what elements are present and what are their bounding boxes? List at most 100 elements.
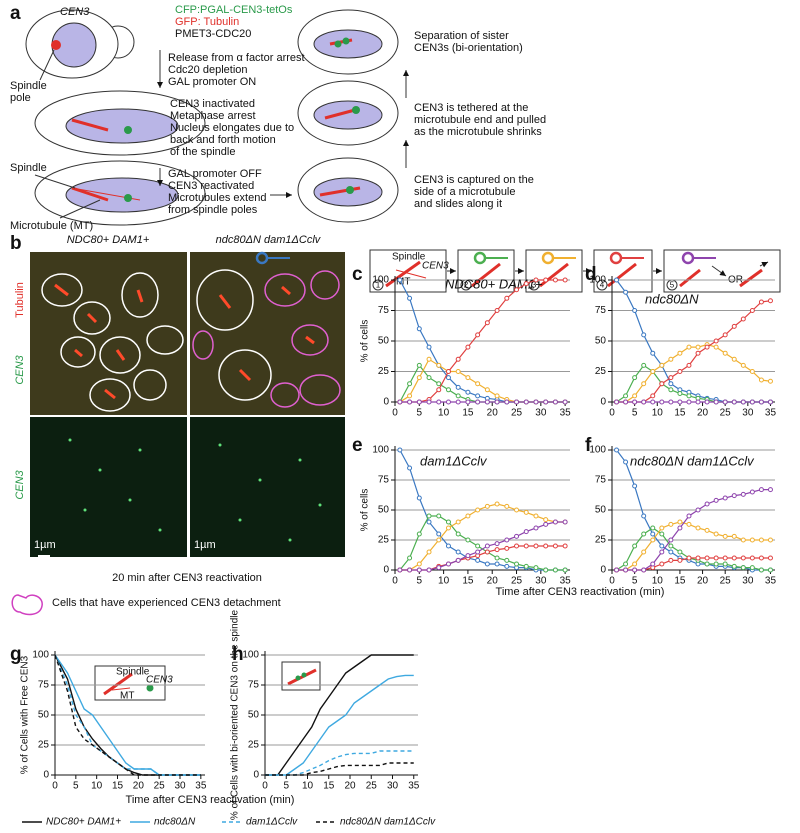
data-point <box>677 350 683 356</box>
data-point <box>722 555 728 561</box>
data-point <box>623 561 629 567</box>
legend-text: NDC80+ DAM1+ <box>46 817 121 828</box>
data-point <box>632 561 638 567</box>
y-tick-label: 100 <box>32 650 49 661</box>
label: GAL promoter ON <box>168 76 256 88</box>
x-tick-label: 35 <box>765 576 777 587</box>
data-point <box>426 399 432 405</box>
data-point <box>407 295 413 301</box>
data-point <box>650 537 656 543</box>
data-point <box>677 369 683 374</box>
label: PMET3-CDC20 <box>175 28 251 40</box>
data-point <box>426 344 432 350</box>
data-point <box>514 507 520 513</box>
data-point <box>740 362 746 368</box>
y-tick-label: 25 <box>378 366 390 377</box>
x-tick-label: 10 <box>652 576 664 587</box>
x-tick-label: 30 <box>535 408 547 419</box>
step-icons <box>369 249 781 293</box>
data-point <box>475 507 481 513</box>
data-point <box>623 459 629 465</box>
label: as the microtubule shrinks <box>414 126 542 138</box>
panel-letter: f <box>585 435 592 456</box>
data-point <box>632 543 638 549</box>
x-tick-label: 15 <box>462 576 474 587</box>
data-point <box>523 509 529 515</box>
chart-title: NDC80+ DAM1+ <box>445 276 543 291</box>
data-point <box>758 567 764 573</box>
data-point <box>686 399 692 405</box>
data-point <box>397 567 403 573</box>
data-point <box>641 362 647 368</box>
data-point <box>465 553 471 559</box>
label: Metaphase arrest <box>170 110 256 122</box>
data-point <box>504 503 510 509</box>
label: and slides along it <box>414 198 502 210</box>
data-point <box>475 332 481 338</box>
data-point <box>650 561 656 567</box>
x-tick-label: 0 <box>52 781 58 792</box>
x-tick-label: 10 <box>438 408 450 419</box>
data-point <box>659 543 665 549</box>
y-tick-label: 100 <box>372 445 389 456</box>
label: Spindle <box>392 252 426 263</box>
x-tick-label: 25 <box>720 408 732 419</box>
data-point <box>731 356 737 362</box>
data-point <box>523 281 529 287</box>
legend-text: ndc80ΔN <box>154 817 196 828</box>
x-tick-label: 30 <box>535 576 547 587</box>
data-point <box>455 531 461 537</box>
data-point <box>668 399 674 405</box>
series-line <box>54 654 201 776</box>
label: CEN3 <box>60 6 90 18</box>
data-point <box>475 399 481 405</box>
series-line <box>616 364 771 403</box>
data-point <box>686 344 692 350</box>
label: Tubulin <box>14 282 26 318</box>
data-point <box>740 537 746 543</box>
data-point <box>533 513 539 519</box>
data-point <box>504 557 510 563</box>
data-point <box>445 543 451 549</box>
data-point <box>614 567 620 573</box>
data-point <box>758 377 764 383</box>
x-tick-label: 10 <box>91 781 103 792</box>
label: CEN3 is captured on the <box>414 174 534 186</box>
data-point <box>416 399 422 405</box>
y-axis-title: % of cells <box>360 489 371 532</box>
data-point <box>484 320 490 326</box>
x-tick-label: 35 <box>195 781 207 792</box>
data-point <box>504 563 510 569</box>
x-tick-label: 30 <box>742 408 754 419</box>
data-point <box>514 287 520 293</box>
label: back and forth motion <box>170 134 276 146</box>
data-point <box>614 277 620 283</box>
data-point <box>494 393 500 399</box>
data-point <box>445 399 451 405</box>
caption: 20 min after CEN3 reactivation <box>112 572 262 584</box>
x-tick-label: 10 <box>438 576 450 587</box>
y-axis-title: % of Cells with bi-oriented CEN3 on the … <box>230 610 241 821</box>
data-point <box>704 501 710 507</box>
y-tick-label: 0 <box>600 565 606 576</box>
y-tick-label: 100 <box>242 650 259 661</box>
series-line <box>616 527 771 571</box>
data-point <box>465 375 471 381</box>
data-point <box>713 338 719 344</box>
y-axis-title: % of Cells with Free CEN3 <box>20 655 31 774</box>
data-point <box>445 525 451 531</box>
label: Microtubules extend <box>168 192 266 204</box>
data-point <box>650 531 656 537</box>
data-point <box>623 399 629 405</box>
data-point <box>677 549 683 555</box>
data-point <box>514 543 520 549</box>
label: from spindle poles <box>168 204 258 216</box>
x-tick-label: 5 <box>417 576 423 587</box>
series-line <box>616 344 771 403</box>
data-point <box>484 387 490 393</box>
data-point <box>475 543 481 549</box>
series-line <box>399 503 566 571</box>
data-point <box>445 519 451 525</box>
data-point <box>659 531 665 537</box>
label: Spindle <box>116 667 150 678</box>
